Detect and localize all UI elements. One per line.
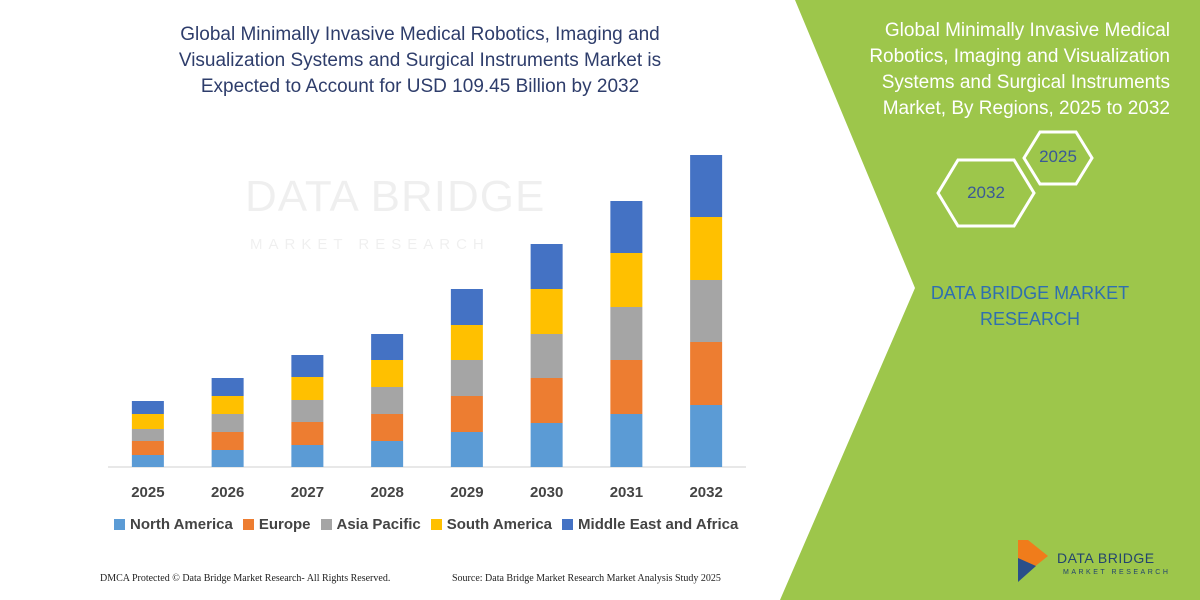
- bar-segment-2032-north-america: [690, 405, 723, 467]
- chart-title: Global Minimally Invasive Medical Roboti…: [178, 24, 662, 97]
- bar-segment-2026-north-america: [211, 450, 244, 467]
- bar-segment-2030-north-america: [530, 423, 563, 467]
- bar-segment-2027-south-america: [291, 377, 324, 400]
- legend-item: North America: [114, 516, 233, 533]
- legend-label: South America: [446, 515, 553, 533]
- x-tick-label: 2026: [211, 484, 244, 501]
- bar-segment-2025-south-america: [131, 414, 164, 429]
- legend-label: North America: [130, 515, 233, 533]
- legend-label: Middle East and Africa: [578, 515, 739, 533]
- legend-label: Asia Pacific: [336, 515, 421, 533]
- legend-swatch: [242, 518, 254, 530]
- bar-segment-2029-south-america: [450, 325, 483, 360]
- chart-legend: North America Europe Asia Pacific South Ame…: [114, 514, 774, 534]
- bar-segment-2026-asia-pacific: [211, 414, 244, 432]
- bar-segment-2031-middle-east-and-africa: [610, 201, 643, 253]
- bar-segment-2025-middle-east-and-africa: [131, 401, 164, 414]
- bar-segment-2031-south-america: [610, 253, 643, 307]
- bar-segment-2026-europe: [211, 432, 244, 450]
- bar-segment-2027-europe: [291, 422, 324, 445]
- bar-segment-2032-south-america: [690, 217, 723, 280]
- bar-segment-2031-asia-pacific: [610, 307, 643, 360]
- legend-label: Europe: [258, 515, 311, 533]
- hexagon-label-2025: 2025: [1039, 147, 1077, 166]
- bar-segment-2030-asia-pacific: [530, 334, 563, 378]
- bar-segment-2030-europe: [530, 378, 563, 423]
- bar-segment-2028-asia-pacific: [371, 387, 404, 414]
- legend-swatch: [562, 518, 574, 530]
- bar-segment-2028-europe: [371, 414, 404, 441]
- x-tick-label: 2032: [689, 484, 722, 501]
- legend-swatch: [320, 518, 332, 530]
- footer-copyright: DMCA Protected © Data Bridge Market Rese…: [100, 573, 391, 584]
- bar-segment-2031-north-america: [610, 414, 643, 467]
- bar-segment-2029-north-america: [450, 432, 483, 467]
- legend-item: Europe: [242, 515, 311, 533]
- bar-segment-2029-middle-east-and-africa: [450, 289, 483, 325]
- bar-segment-2029-europe: [450, 396, 483, 432]
- bar-segment-2027-asia-pacific: [291, 400, 324, 422]
- bar-segment-2032-europe: [690, 342, 723, 405]
- bar-segment-2032-asia-pacific: [690, 280, 723, 342]
- footer-source: Source: Data Bridge Market Research Mark…: [452, 573, 721, 584]
- bar-segment-2026-middle-east-and-africa: [211, 378, 244, 396]
- hexagon-label-2032: 2032: [967, 183, 1005, 202]
- bar-segment-2028-north-america: [371, 441, 404, 467]
- x-tick-label: 2028: [370, 484, 403, 501]
- bar-segment-2031-europe: [610, 360, 643, 414]
- stacked-bar-chart: 2025 2026 2027 2028 2029 2030 2031 2032: [108, 155, 746, 501]
- bar-segment-2028-middle-east-and-africa: [371, 334, 404, 360]
- logo-subtext: MARKET RESEARCH: [1063, 569, 1171, 576]
- x-tick-label: 2030: [530, 484, 563, 501]
- side-panel-brand: DATA BRIDGE MARKET RESEARCH: [930, 283, 1130, 329]
- bar-segment-2030-south-america: [530, 289, 563, 334]
- side-panel-title: Global Minimally Invasive Medical Roboti…: [869, 20, 1170, 119]
- watermark-subtext: MARKET RESEARCH: [250, 236, 490, 253]
- hexagon-2025-icon: [1022, 130, 1094, 186]
- legend-item: Asia Pacific: [320, 515, 421, 533]
- logo-mark-icon: [1018, 540, 1048, 582]
- bar-segment-2025-europe: [131, 441, 164, 455]
- bar-segment-2025-north-america: [131, 455, 164, 467]
- legend-item: Middle East and Africa: [562, 516, 738, 533]
- bar-segment-2025-asia-pacific: [131, 429, 164, 441]
- bar-segment-2028-south-america: [371, 360, 404, 387]
- x-tick-label: 2029: [450, 484, 483, 501]
- legend-item: South America: [430, 515, 553, 533]
- x-tick-label: 2031: [610, 484, 643, 501]
- bar-segment-2030-middle-east-and-africa: [530, 244, 563, 289]
- watermark-text: DATA BRIDGE: [245, 172, 546, 221]
- x-tick-label: 2025: [131, 484, 164, 501]
- legend-swatch: [430, 518, 442, 530]
- hexagon-2032-icon: [936, 158, 1036, 228]
- bar-segment-2027-middle-east-and-africa: [291, 355, 324, 377]
- logo-text: DATA BRIDGE: [1057, 550, 1155, 566]
- x-tick-label: 2027: [291, 484, 324, 501]
- bar-segment-2029-asia-pacific: [450, 360, 483, 396]
- bar-segment-2027-north-america: [291, 445, 324, 467]
- legend-swatch: [114, 518, 125, 530]
- bar-segment-2032-middle-east-and-africa: [690, 155, 723, 217]
- bar-segment-2026-south-america: [211, 396, 244, 414]
